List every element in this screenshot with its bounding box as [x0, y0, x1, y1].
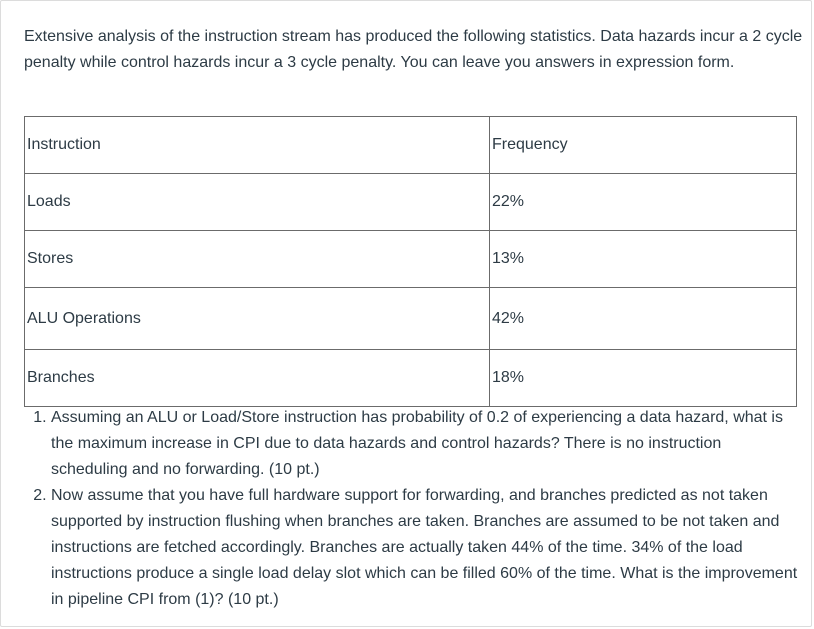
table-row: Loads 22% [24, 173, 797, 231]
frequency-cell: 42% [489, 287, 797, 350]
table-row: Stores 13% [24, 230, 797, 288]
table-header-frequency: Frequency [489, 116, 797, 174]
table-row: Branches 18% [24, 349, 797, 407]
frequency-cell: 13% [489, 230, 797, 288]
frequency-cell: 18% [489, 349, 797, 407]
table-header-row: Instruction Frequency [24, 116, 797, 174]
question-item-1: Assuming an ALU or Load/Store instructio… [51, 405, 800, 483]
instruction-cell: ALU Operations [24, 287, 490, 350]
instruction-frequency-table: Instruction Frequency Loads 22% Stores 1… [24, 116, 797, 407]
frequency-cell: 22% [489, 173, 797, 231]
question-list: Assuming an ALU or Load/Store instructio… [24, 405, 800, 613]
instruction-cell: Stores [24, 230, 490, 288]
table-header-instruction: Instruction [24, 116, 490, 174]
intro-paragraph: Extensive analysis of the instruction st… [24, 28, 803, 71]
instruction-cell: Loads [24, 173, 490, 231]
table-row: ALU Operations 42% [24, 287, 797, 350]
instruction-cell: Branches [24, 349, 490, 407]
question-item-2: Now assume that you have full hardware s… [51, 483, 800, 613]
